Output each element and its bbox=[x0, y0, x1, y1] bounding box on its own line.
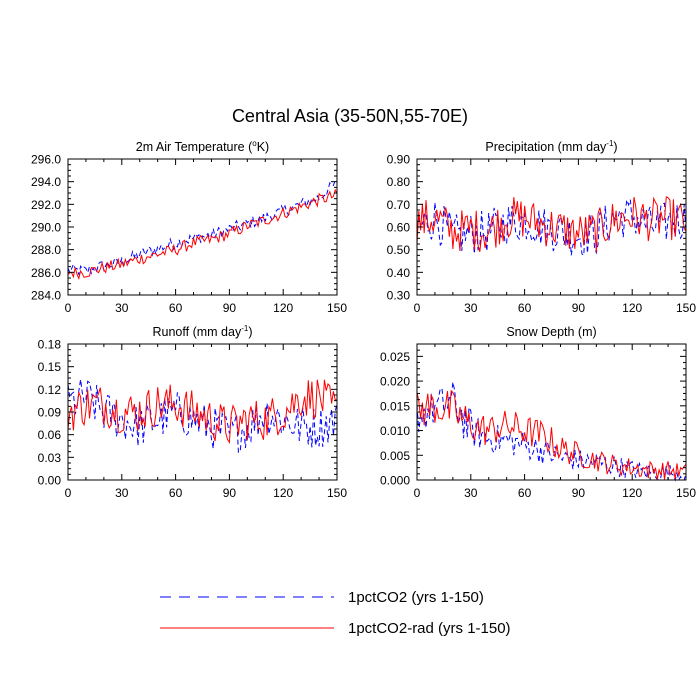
y-tick-label: 0.020 bbox=[380, 375, 410, 389]
panel-title-tail: K) bbox=[257, 140, 270, 154]
y-tick-label: 0.60 bbox=[387, 221, 411, 235]
y-tick-label: 0.90 bbox=[387, 153, 411, 167]
series-line-1 bbox=[67, 178, 338, 276]
y-tick-label: 0.005 bbox=[380, 449, 410, 463]
legend-label: 1pctCO2 (yrs 1-150) bbox=[348, 589, 484, 606]
series-line-2 bbox=[67, 379, 338, 444]
y-tick-label: 0.015 bbox=[380, 399, 410, 413]
y-tick-label: 0.03 bbox=[38, 451, 62, 465]
panel-title-main: Snow Depth (m) bbox=[506, 325, 596, 339]
x-tick-label: 30 bbox=[464, 301, 478, 315]
x-tick-label: 90 bbox=[223, 486, 237, 500]
x-tick-label: 120 bbox=[273, 301, 293, 315]
y-tick-label: 0.70 bbox=[387, 198, 411, 212]
x-tick-label: 30 bbox=[115, 301, 129, 315]
plot-frame bbox=[67, 158, 338, 296]
x-tick-label: 120 bbox=[622, 301, 642, 315]
y-tick-label: 292.0 bbox=[31, 198, 61, 212]
series-line-2 bbox=[67, 188, 338, 280]
panels: 2m Air Temperature (oK) 0 30 60 90 120 150 284.… bbox=[31, 139, 696, 500]
y-tick-label: 288.0 bbox=[31, 243, 61, 257]
panel-title: Runoff (mm day-1) bbox=[153, 324, 253, 339]
panel-title-main: Precipitation (mm day bbox=[485, 140, 607, 154]
panel-title-tail: ) bbox=[248, 325, 252, 339]
y-tick-label: 0.025 bbox=[380, 350, 410, 364]
x-tick-label: 120 bbox=[622, 486, 642, 500]
x-tick-label: 120 bbox=[273, 486, 293, 500]
y-tick-label: 0.00 bbox=[38, 474, 62, 488]
panel-3: Runoff (mm day-1) 0 30 60 90 120 150 0.00 0.03 0.… bbox=[38, 324, 348, 500]
y-tick-label: 0.12 bbox=[38, 383, 62, 397]
y-tick-label: 290.0 bbox=[31, 221, 61, 235]
y-tick-label: 0.15 bbox=[38, 360, 62, 374]
x-tick-label: 90 bbox=[572, 301, 586, 315]
legend-entry-1: 1pctCO2 (yrs 1-150) bbox=[160, 589, 484, 606]
y-tick-label: 284.0 bbox=[31, 289, 61, 303]
panel-title: Precipitation (mm day-1) bbox=[485, 139, 617, 154]
x-tick-label: 60 bbox=[518, 301, 532, 315]
y-tick-label: 0.50 bbox=[387, 243, 411, 257]
figure-title: Central Asia (35-50N,55-70E) bbox=[232, 106, 468, 126]
x-tick-label: 90 bbox=[572, 486, 586, 500]
x-tick-label: 0 bbox=[65, 486, 72, 500]
series-line-1 bbox=[67, 379, 338, 453]
x-tick-label: 150 bbox=[676, 486, 696, 500]
x-tick-label: 0 bbox=[414, 486, 421, 500]
panel-4: Snow Depth (m) 0 30 60 90 120 150 0.000 0.005 0.0… bbox=[380, 325, 696, 500]
y-tick-label: 296.0 bbox=[31, 153, 61, 167]
panel-title-main: 2m Air Temperature ( bbox=[136, 140, 253, 154]
x-tick-label: 150 bbox=[327, 486, 347, 500]
x-tick-label: 60 bbox=[169, 301, 183, 315]
y-tick-label: 286.0 bbox=[31, 266, 61, 280]
series-line-2 bbox=[416, 196, 687, 253]
y-tick-label: 0.80 bbox=[387, 175, 411, 189]
panel-title: Snow Depth (m) bbox=[506, 325, 596, 339]
x-tick-label: 150 bbox=[327, 301, 347, 315]
y-tick-label: 0.000 bbox=[380, 474, 410, 488]
series-line-1 bbox=[416, 381, 687, 482]
legend-label: 1pctCO2-rad (yrs 1-150) bbox=[348, 620, 511, 637]
x-tick-label: 0 bbox=[65, 301, 72, 315]
panel-title-unit: -1 bbox=[606, 139, 614, 148]
x-tick-label: 150 bbox=[676, 301, 696, 315]
panel-title: 2m Air Temperature (oK) bbox=[136, 139, 269, 154]
panel-title-main: Runoff (mm day bbox=[153, 325, 242, 339]
x-tick-label: 90 bbox=[223, 301, 237, 315]
x-tick-label: 30 bbox=[115, 486, 129, 500]
y-tick-label: 294.0 bbox=[31, 175, 61, 189]
y-tick-label: 0.06 bbox=[38, 428, 62, 442]
series-line-1 bbox=[416, 199, 687, 257]
x-tick-label: 60 bbox=[518, 486, 532, 500]
legend-entry-2: 1pctCO2-rad (yrs 1-150) bbox=[160, 620, 511, 637]
y-tick-label: 0.09 bbox=[38, 406, 62, 420]
legend: 1pctCO2 (yrs 1-150) 1pctCO2-rad (yrs 1-15… bbox=[160, 589, 511, 637]
panel-title-tail: ) bbox=[613, 140, 617, 154]
y-tick-label: 0.30 bbox=[387, 289, 411, 303]
x-tick-label: 0 bbox=[414, 301, 421, 315]
y-tick-label: 0.40 bbox=[387, 266, 411, 280]
panel-2: Precipitation (mm day-1) 0 30 60 90 120 150 0.3… bbox=[387, 139, 697, 315]
panel-title-unit: o bbox=[252, 139, 257, 148]
x-tick-label: 30 bbox=[464, 486, 478, 500]
panel-1: 2m Air Temperature (oK) 0 30 60 90 120 150 284.… bbox=[31, 139, 347, 315]
panel-title-unit: -1 bbox=[241, 324, 249, 333]
x-tick-label: 60 bbox=[169, 486, 183, 500]
y-tick-label: 0.18 bbox=[38, 338, 62, 352]
series-line-2 bbox=[416, 389, 687, 480]
y-tick-label: 0.010 bbox=[380, 424, 410, 438]
